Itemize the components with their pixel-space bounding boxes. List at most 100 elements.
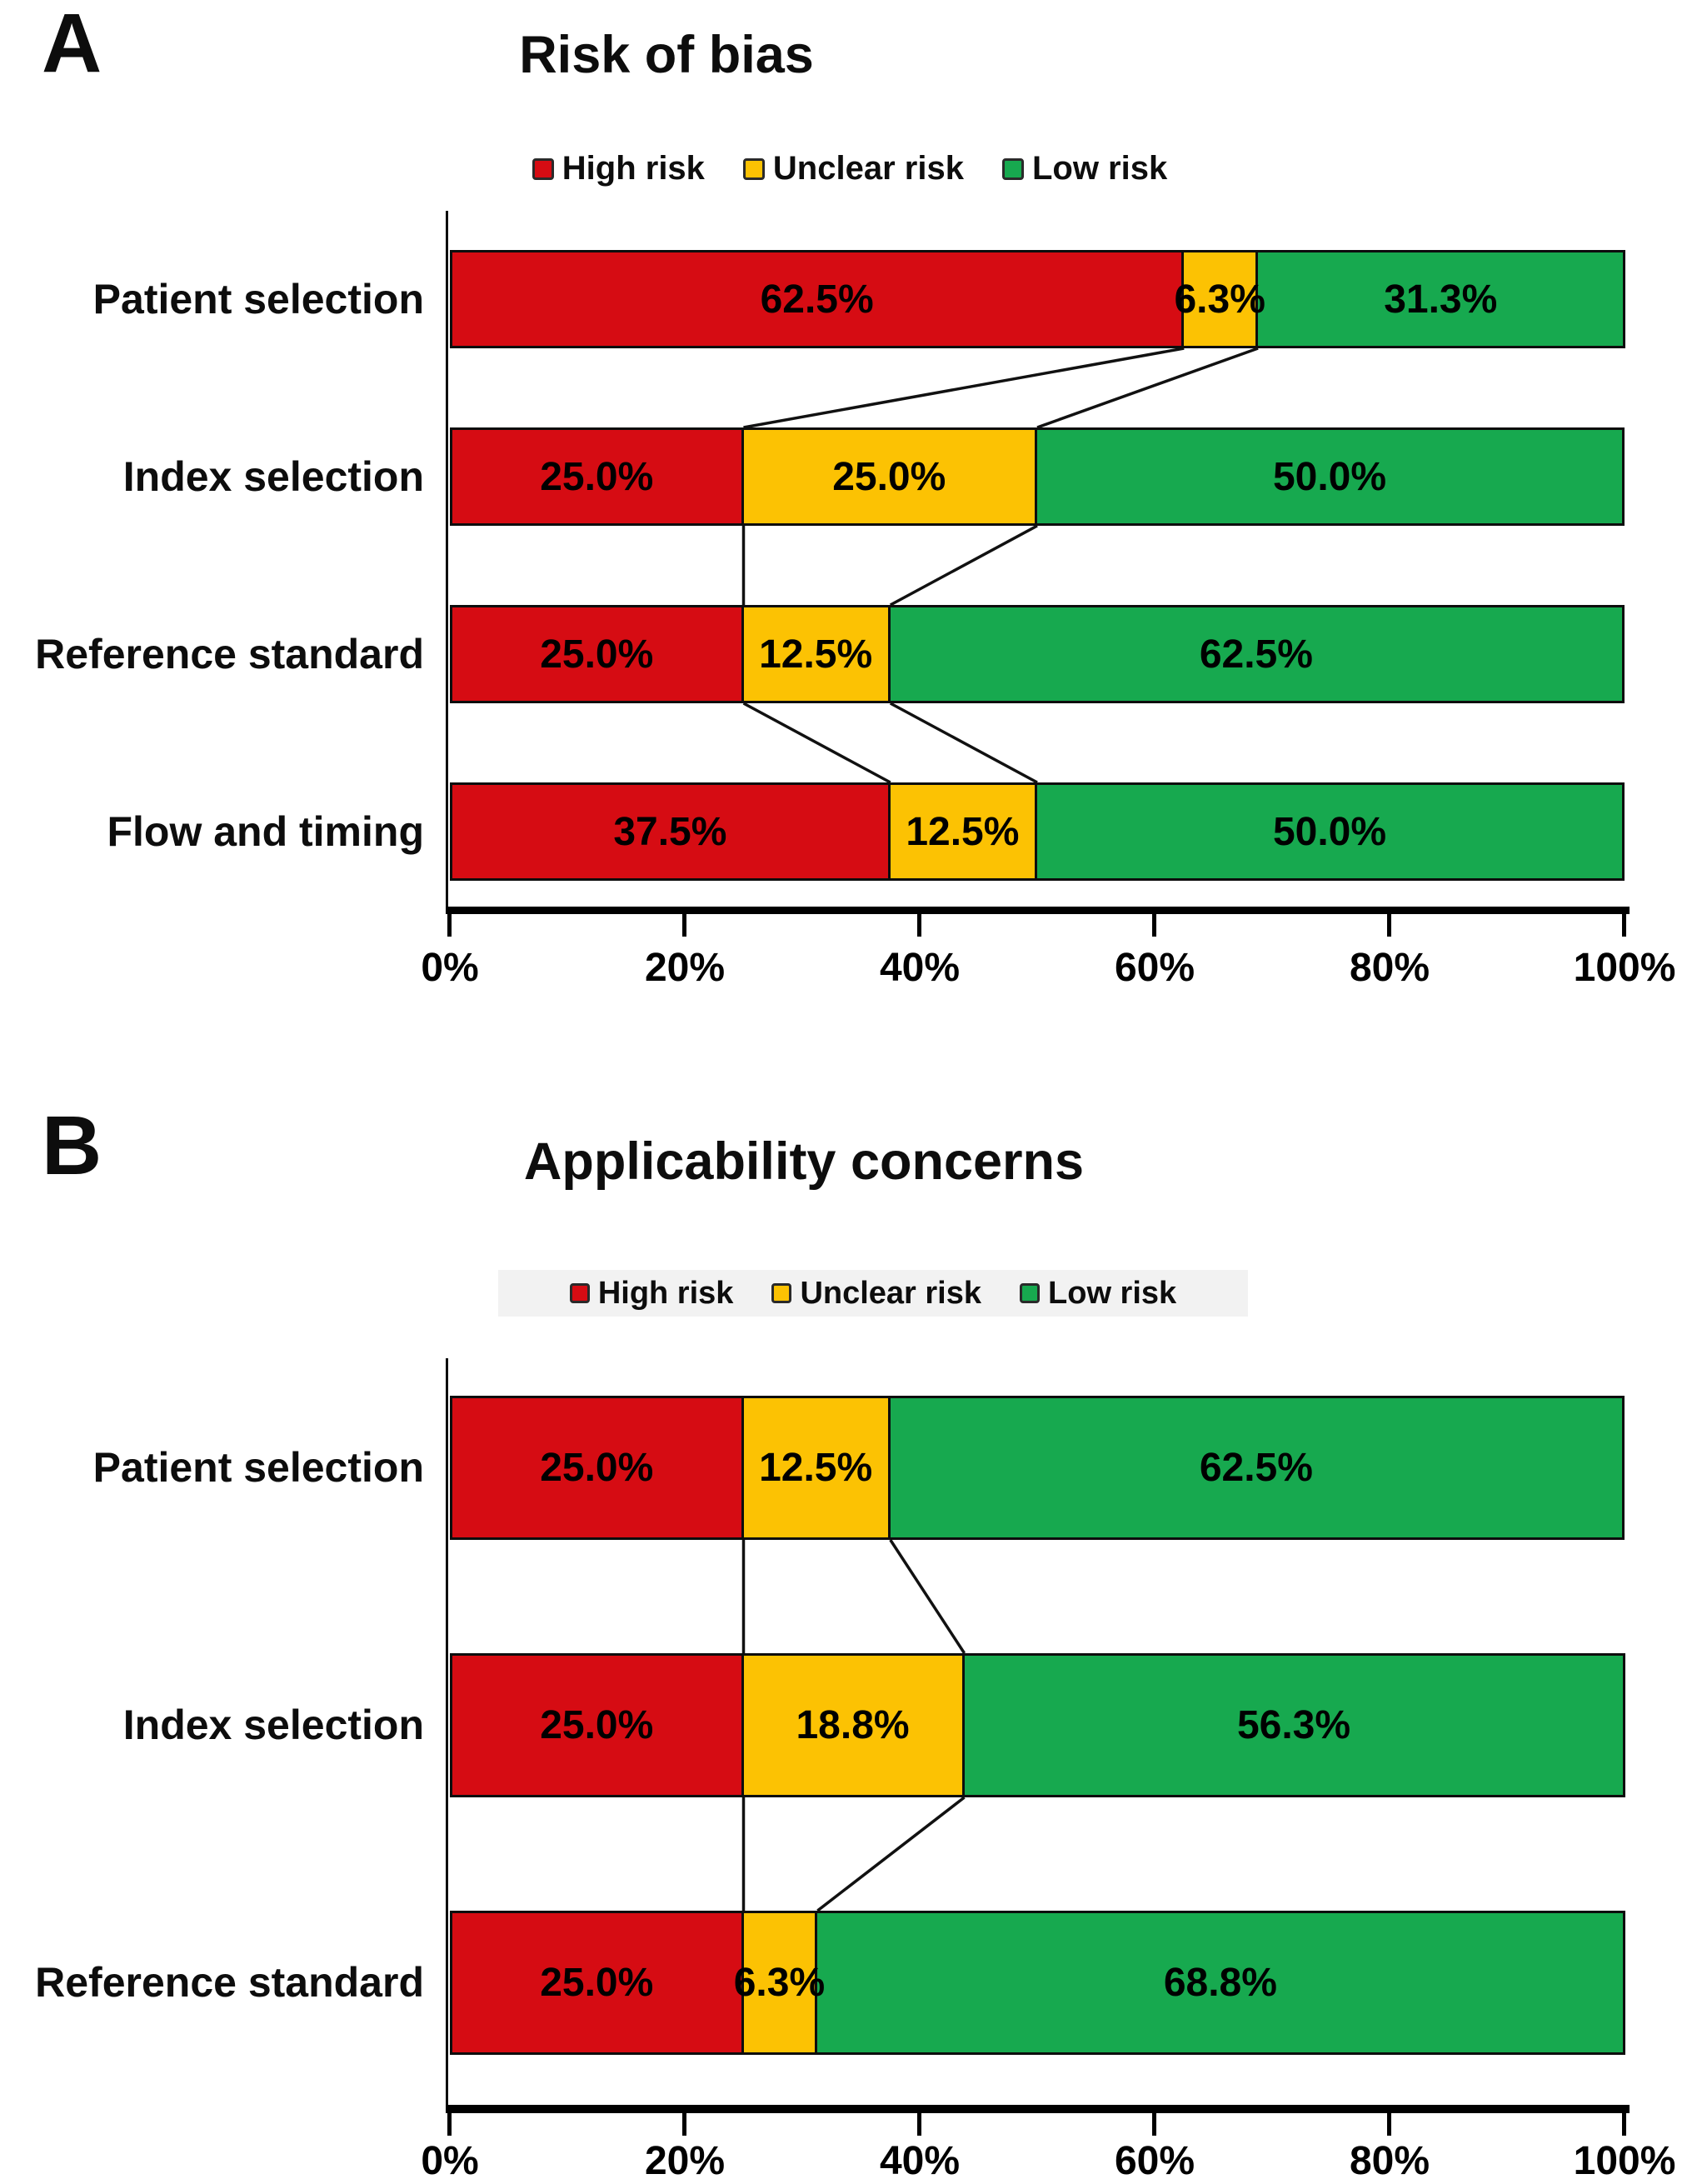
category-label-index-selection: Index selection	[122, 453, 424, 500]
segment-value-label: 50.0%	[1272, 809, 1387, 854]
x-axis-tick	[917, 914, 921, 937]
segment-value-label: 62.5%	[1199, 632, 1313, 677]
bar-segment-low-risk: 56.3%	[964, 1653, 1626, 1797]
segment-value-label: 68.8%	[1163, 1961, 1277, 2005]
x-tick-label: 80%	[1349, 946, 1430, 990]
bar-segment-high-risk: 62.5%	[450, 250, 1185, 348]
legend-item-unclear-risk: Unclear risk	[771, 1276, 981, 1312]
bar-segment-unclear-risk: 12.5%	[743, 1396, 891, 1540]
x-tick-label: 20%	[644, 946, 726, 990]
segment-value-label: 12.5%	[759, 1446, 873, 1490]
bar-segment-low-risk: 62.5%	[890, 605, 1625, 703]
bar-segment-low-risk: 62.5%	[890, 1396, 1625, 1540]
bar-row-patient-selection: 25.0% 12.5% 62.5%	[450, 1396, 1625, 1540]
bar-segment-high-risk: 25.0%	[450, 1396, 744, 1540]
bar-row-reference-standard: 25.0% 6.3% 68.8%	[450, 1911, 1626, 2055]
segment-value-label: 18.8%	[796, 1703, 910, 1747]
legend-item-high-risk: High risk	[569, 1275, 734, 1312]
category-label-reference-standard: Reference standard	[35, 1959, 424, 2006]
bar-segment-unclear-risk: 12.5%	[743, 605, 891, 703]
bar-row-index-selection: 25.0% 18.8% 56.3%	[450, 1653, 1626, 1797]
x-tick-label: 20%	[644, 2139, 726, 2183]
segment-value-label: 25.0%	[540, 454, 654, 499]
legend-item-low-risk: Low risk	[1001, 150, 1168, 187]
chart-b-legend: High risk Unclear risk Low risk	[498, 1270, 1248, 1317]
segment-value-label: 50.0%	[1272, 454, 1387, 499]
legend-label-low-risk: Low risk	[1048, 1275, 1177, 1311]
x-axis-tick	[1622, 914, 1626, 937]
low-risk-swatch-icon	[1001, 157, 1024, 180]
x-tick-label: 100%	[1573, 946, 1676, 990]
category-label-patient-selection: Patient selection	[92, 276, 424, 322]
segment-value-label: 62.5%	[1199, 1446, 1313, 1490]
bar-row-patient-selection: 62.5% 6.3% 31.3%	[450, 250, 1626, 348]
x-axis-line	[446, 907, 1630, 914]
legend-item-low-risk: Low risk	[1020, 1276, 1176, 1312]
unclear-risk-swatch-icon	[742, 157, 765, 180]
bar-row-index-selection: 25.0% 25.0% 50.0%	[450, 427, 1625, 526]
unclear-risk-swatch-icon	[771, 1283, 792, 1303]
segment-value-label: 25.0%	[832, 454, 946, 499]
x-tick-label: 40%	[879, 946, 961, 990]
category-label-flow-and-timing: Flow and timing	[107, 808, 424, 855]
bar-segment-unclear-risk: 6.3%	[1174, 250, 1265, 348]
bar-segment-high-risk: 25.0%	[450, 605, 744, 703]
panel-b-letter: B	[42, 1099, 102, 1192]
legend-item-unclear-risk: Unclear risk	[742, 150, 964, 187]
legend-label-high-risk: High risk	[597, 1275, 734, 1311]
legend-label-unclear-risk: Unclear risk	[772, 150, 964, 187]
x-axis-tick	[447, 2113, 452, 2136]
segment-value-label: 6.3%	[1174, 277, 1265, 322]
segment-value-label: 12.5%	[906, 809, 1020, 854]
bar-segment-low-risk: 31.3%	[1258, 250, 1626, 348]
bar-row-reference-standard: 25.0% 12.5% 62.5%	[450, 605, 1625, 703]
chart-a-legend: High risk Unclear risk Low risk	[433, 150, 1266, 187]
legend-label-high-risk: High risk	[562, 150, 705, 187]
x-axis-tick	[682, 2113, 686, 2136]
bar-row-flow-and-timing: 37.5% 12.5% 50.0%	[450, 782, 1625, 881]
x-axis-tick	[1152, 2113, 1156, 2136]
segment-value-label: 31.3%	[1384, 277, 1498, 322]
bar-segment-high-risk: 37.5%	[450, 782, 891, 881]
plot-area-b: 25.0% 12.5% 62.5% 25.0% 18.8% 56.3% 25.0…	[450, 1396, 1626, 2055]
chart-b-legend-items: High risk Unclear risk Low risk	[569, 1275, 1176, 1312]
segment-value-label: 37.5%	[613, 809, 727, 854]
segment-value-label: 12.5%	[759, 632, 873, 677]
segment-value-label: 25.0%	[540, 1703, 654, 1747]
bar-segment-high-risk: 25.0%	[450, 1911, 744, 2055]
segment-value-label: 62.5%	[760, 277, 874, 322]
x-axis-tick	[447, 914, 452, 937]
x-tick-label: 100%	[1573, 2139, 1676, 2183]
x-axis-tick	[917, 2113, 921, 2136]
legend-item-high-risk: High risk	[532, 150, 705, 187]
x-tick-label: 0%	[421, 2139, 479, 2183]
segment-value-label: 6.3%	[733, 1961, 826, 2005]
bar-segment-unclear-risk: 18.8%	[743, 1653, 965, 1797]
bar-segment-unclear-risk: 25.0%	[743, 427, 1037, 526]
x-tick-label: 40%	[879, 2139, 961, 2183]
bar-segment-low-risk: 50.0%	[1037, 427, 1625, 526]
category-label-index-selection: Index selection	[122, 1702, 424, 1748]
segment-value-label: 25.0%	[540, 1446, 654, 1490]
x-tick-label: 60%	[1114, 2139, 1195, 2183]
y-axis-line	[446, 211, 448, 908]
x-axis-tick	[1387, 914, 1391, 937]
x-axis-tick	[1152, 914, 1156, 937]
x-axis-tick	[1387, 2113, 1391, 2136]
x-axis-tick	[1622, 2113, 1626, 2136]
panel-a-letter: A	[42, 0, 102, 90]
x-tick-label: 0%	[421, 946, 479, 990]
bar-segment-low-risk: 68.8%	[817, 1911, 1626, 2055]
category-label-patient-selection: Patient selection	[92, 1444, 424, 1491]
chart-b-title: Applicability concerns	[523, 1132, 1085, 1191]
segment-value-label: 25.0%	[540, 1961, 654, 2005]
segment-value-label: 25.0%	[540, 632, 654, 677]
low-risk-swatch-icon	[1020, 1283, 1041, 1303]
bar-segment-unclear-risk: 6.3%	[734, 1911, 825, 2055]
legend-label-unclear-risk: Unclear risk	[800, 1275, 982, 1311]
x-axis-tick	[682, 914, 686, 937]
bar-segment-low-risk: 50.0%	[1037, 782, 1625, 881]
bar-segment-high-risk: 25.0%	[450, 1653, 744, 1797]
legend-label-low-risk: Low risk	[1031, 150, 1168, 187]
x-axis-line	[446, 2105, 1630, 2113]
